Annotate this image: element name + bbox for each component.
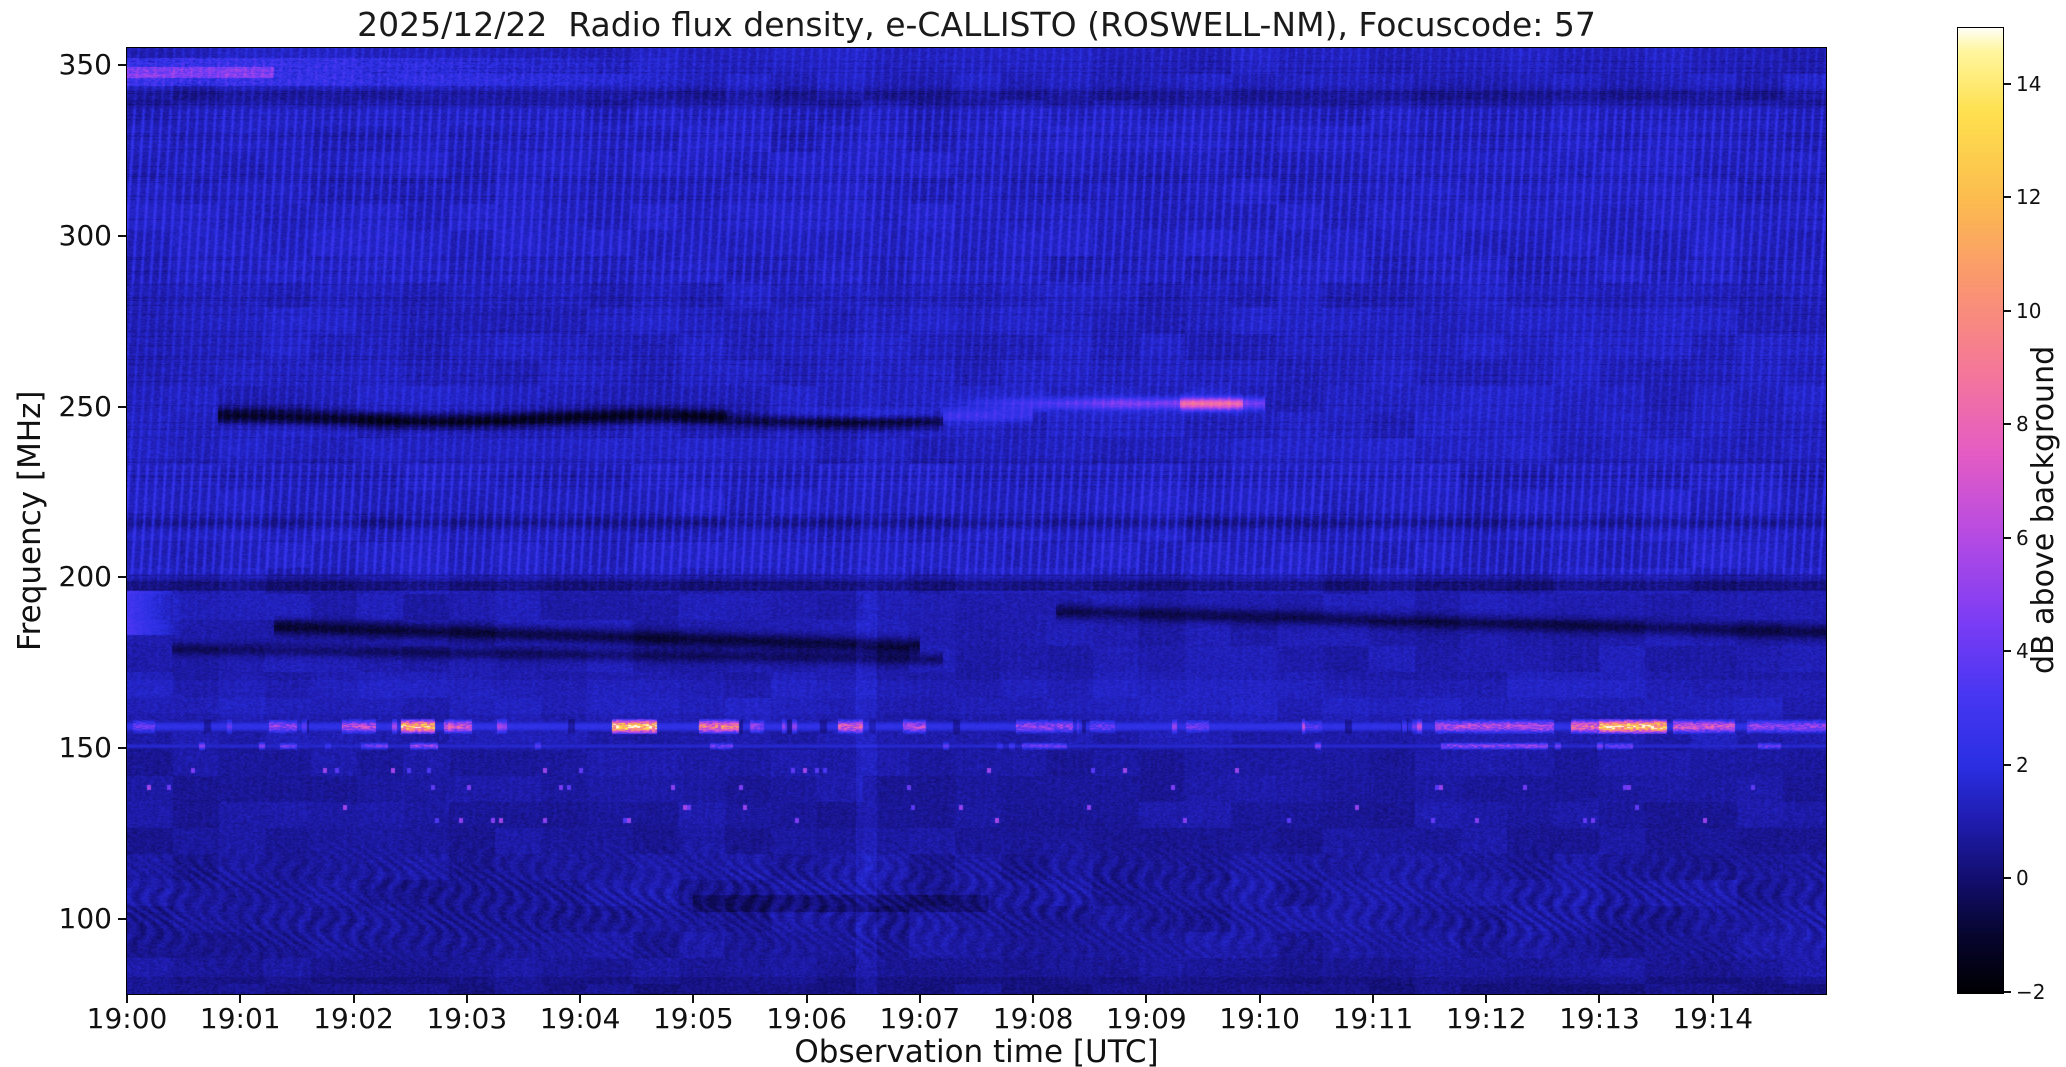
y-tick-mark <box>118 234 126 237</box>
x-tick-label: 19:03 <box>426 1002 508 1035</box>
colorbar-tick-mark <box>2004 536 2011 539</box>
colorbar-tick-mark <box>2004 309 2011 312</box>
colorbar-tick-label: 8 <box>2016 412 2029 437</box>
x-tick-label: 19:10 <box>1219 1002 1300 1035</box>
x-tick-label: 19:08 <box>992 1002 1074 1035</box>
colorbar-tick-label: 0 <box>2016 866 2029 891</box>
x-tick-label: 19:06 <box>766 1002 847 1035</box>
x-tick-label: 19:11 <box>1332 1002 1414 1035</box>
x-tick-label: 19:04 <box>539 1002 621 1035</box>
x-tick-label: 19:12 <box>1445 1002 1527 1035</box>
colorbar-tick-mark <box>2004 991 2011 993</box>
colorbar-tick-label: 6 <box>2016 525 2029 550</box>
x-tick-mark <box>1598 995 1601 1003</box>
x-tick-label: 19:09 <box>1106 1002 1187 1035</box>
x-tick-mark <box>1485 995 1488 1003</box>
y-tick-label: 350 <box>58 48 112 82</box>
colorbar-tick-mark <box>2004 877 2011 880</box>
y-tick-mark <box>118 576 126 579</box>
colorbar-tick-label: 10 <box>2016 298 2042 323</box>
y-tick-label: 300 <box>58 218 112 252</box>
x-tick-mark <box>239 995 242 1003</box>
colorbar-gradient <box>1958 28 2003 993</box>
x-tick-mark <box>1145 995 1148 1003</box>
colorbar-tick-mark <box>2004 82 2011 85</box>
colorbar-tick-label: 12 <box>2016 185 2042 210</box>
x-tick-label: 19:02 <box>313 1002 394 1035</box>
x-tick-mark <box>1371 995 1374 1003</box>
x-tick-label: 19:13 <box>1559 1002 1640 1035</box>
x-tick-mark <box>352 995 355 1003</box>
colorbar-tick-label: −2 <box>2016 980 2046 1004</box>
y-tick-mark <box>118 747 126 750</box>
y-tick-label: 100 <box>58 901 112 935</box>
x-tick-mark <box>1711 995 1714 1003</box>
x-tick-mark <box>126 995 128 1003</box>
colorbar-tick-mark <box>2004 423 2011 426</box>
y-tick-label: 200 <box>58 560 112 594</box>
x-tick-label: 19:00 <box>86 1002 168 1035</box>
colorbar-label: dB above background <box>2026 345 2061 674</box>
x-tick-label: 19:07 <box>879 1002 961 1035</box>
x-tick-label: 19:01 <box>199 1002 281 1035</box>
x-tick-mark <box>692 995 695 1003</box>
y-tick-label: 150 <box>58 731 112 765</box>
colorbar-tick-mark <box>2004 763 2011 766</box>
y-axis-label: Frequency [MHz] <box>12 390 48 652</box>
y-tick-label: 250 <box>58 389 112 423</box>
x-tick-mark <box>805 995 808 1003</box>
spectrogram-canvas <box>127 48 1826 994</box>
x-tick-mark <box>465 995 468 1003</box>
colorbar-tick-label: 14 <box>2016 71 2042 96</box>
plot-area <box>126 47 1827 995</box>
x-tick-mark <box>579 995 582 1003</box>
x-tick-label: 19:14 <box>1672 1002 1754 1035</box>
colorbar-tick-label: 4 <box>2016 639 2029 664</box>
colorbar <box>1957 27 2004 994</box>
x-tick-mark <box>1258 995 1261 1003</box>
x-tick-label: 19:05 <box>652 1002 734 1035</box>
y-tick-mark <box>118 917 126 920</box>
y-tick-mark <box>118 405 126 408</box>
chart-title: 2025/12/22 Radio flux density, e-CALLIST… <box>357 5 1596 44</box>
x-tick-mark <box>1032 995 1035 1003</box>
x-axis-label: Observation time [UTC] <box>794 1034 1159 1067</box>
x-tick-mark <box>918 995 921 1003</box>
colorbar-tick-mark <box>2004 650 2011 653</box>
colorbar-tick-mark <box>2004 196 2011 199</box>
y-tick-mark <box>118 64 126 67</box>
colorbar-tick-label: 2 <box>2016 752 2029 777</box>
